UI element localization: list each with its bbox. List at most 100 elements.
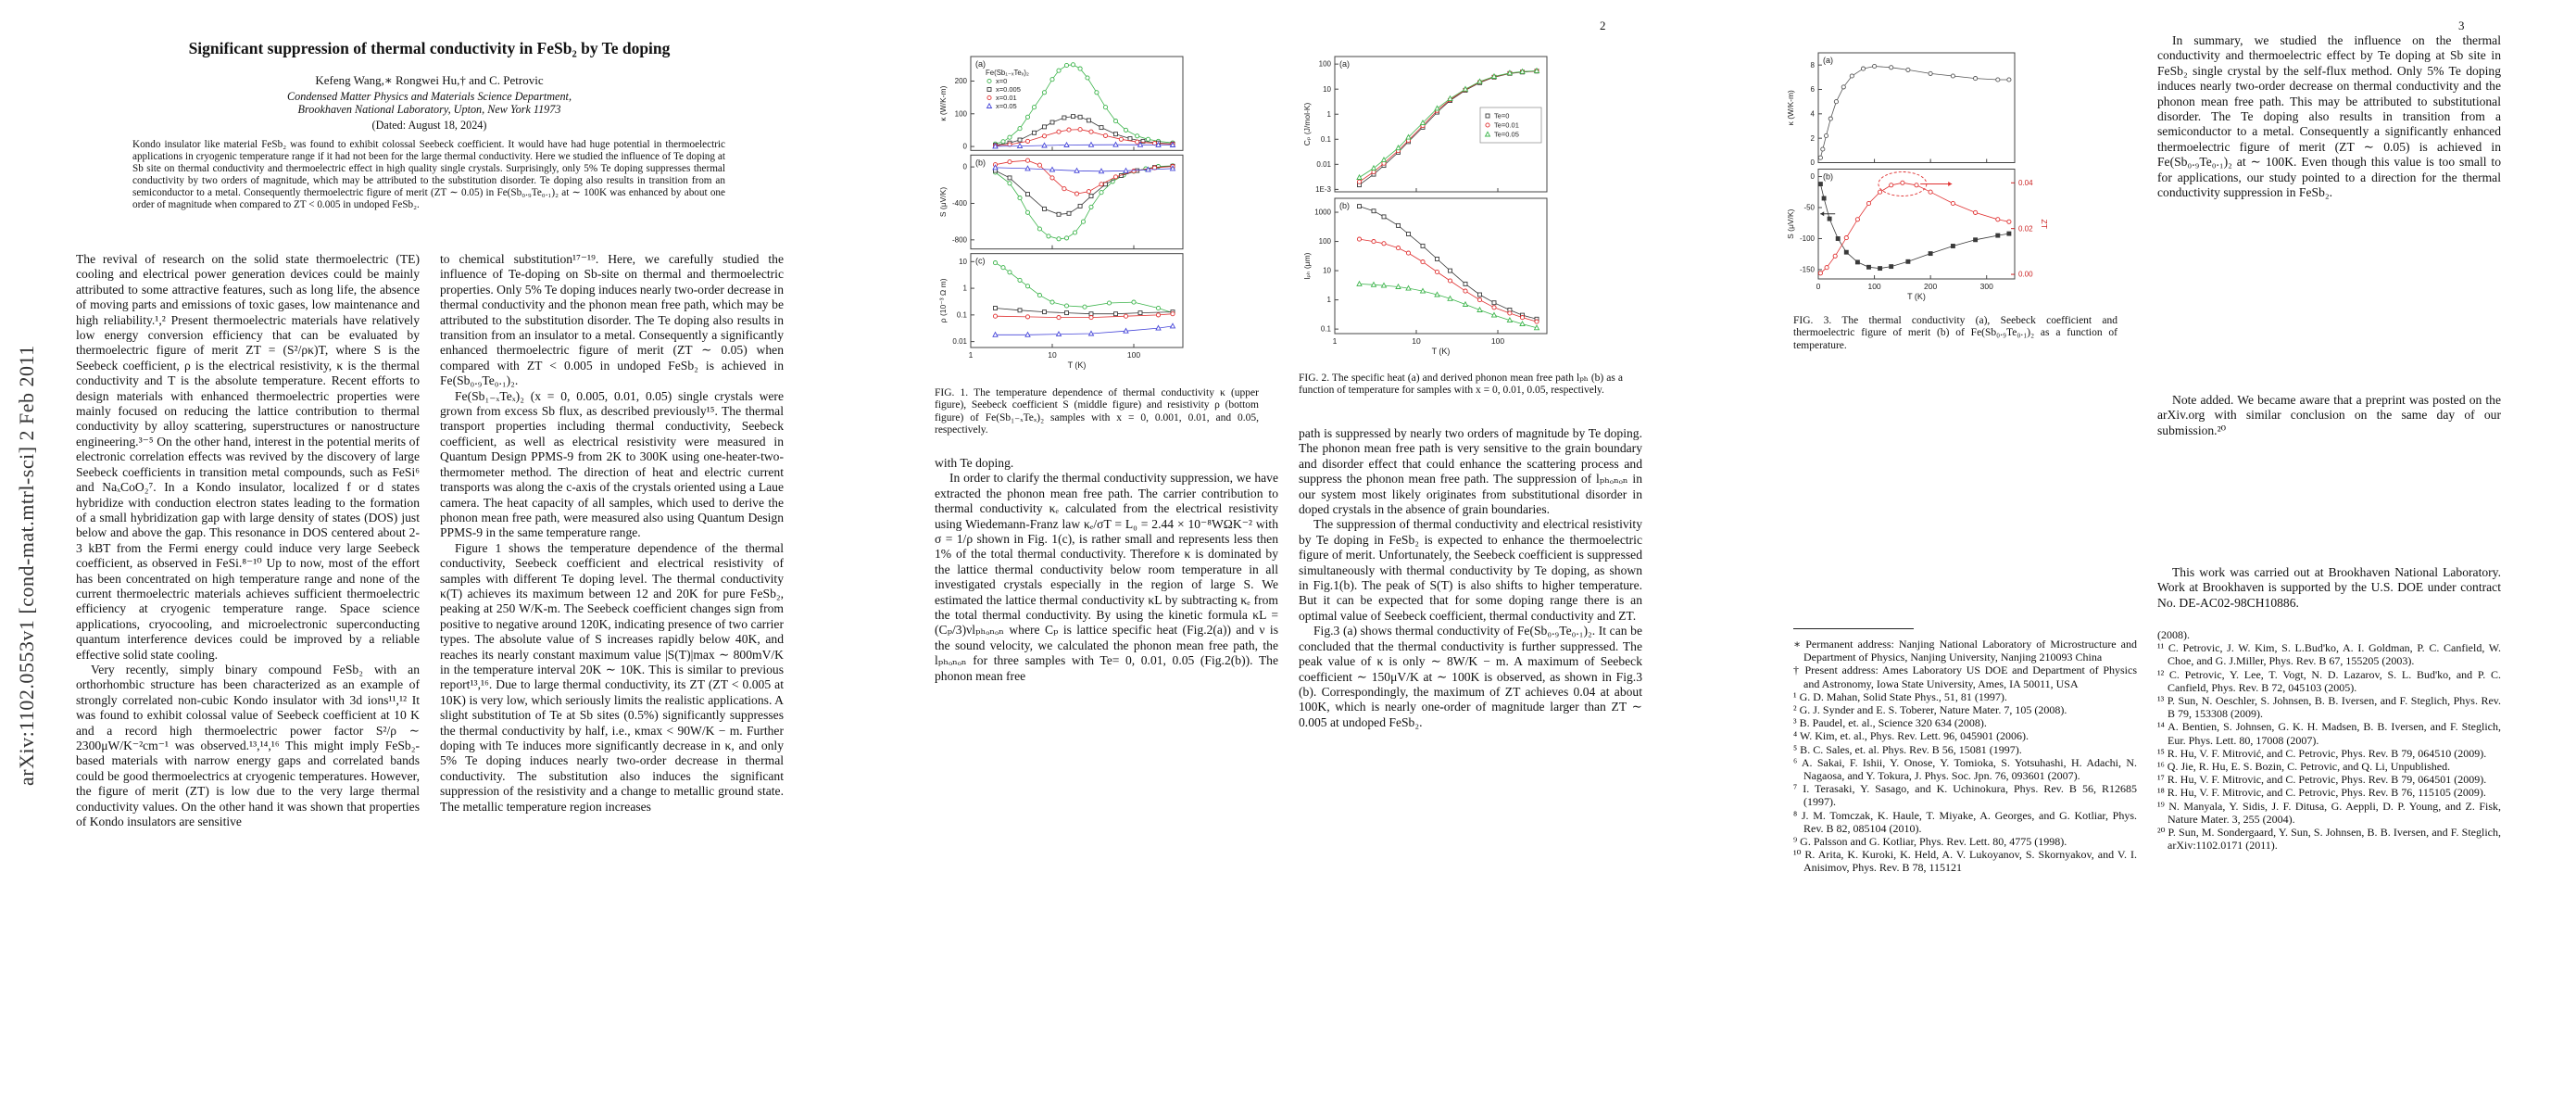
svg-text:-100: -100 — [1800, 234, 1816, 243]
abstract: Kondo insulator like material FeSb₂ was … — [132, 139, 725, 210]
figure-2-specific-heat-mean-free-path-plot: 100 10 1 0.1 0.01 1E-3 (a) Te=0 Te=0.01 Te=0.05 Cₚ… — [1292, 52, 1556, 362]
svg-text:0: 0 — [963, 163, 968, 171]
svg-text:κ (W/K-m): κ (W/K-m) — [938, 85, 948, 120]
reference-item: ¹⁴ A. Bentien, S. Johnsen, G. K. H. Mads… — [2157, 720, 2501, 747]
references-column-2: (2008). ¹¹ C. Petrovic, J. W. Kim, S. L.B… — [2157, 628, 2501, 852]
svg-text:(c): (c) — [975, 257, 986, 266]
reference-item: ³ B. Paudel, et. al., Science 320 634 (2… — [1793, 716, 1987, 730]
body-paragraph: Figure 1 shows the temperature dependenc… — [440, 540, 784, 814]
figure-1-kappa-seebeck-resistivity-plot: 200 100 0 (a) Fe(Sb₁₋ₓTeₓ)₂ x=0 x=0.005 x=0.01 x… — [928, 52, 1192, 376]
svg-text:(a): (a) — [1823, 56, 1833, 65]
svg-text:100: 100 — [955, 109, 968, 118]
svg-text:S (μV/K): S (μV/K) — [938, 187, 948, 217]
reference-item: ² G. J. Synder and E. S. Toberer, Nature… — [1793, 703, 2067, 717]
reference-item: ¹⁵ R. Hu, V. F. Mitrović, and C. Petrovi… — [2157, 746, 2487, 760]
svg-text:0.1: 0.1 — [957, 310, 968, 319]
reference-item: ¹⁷ R. Hu, V. F. Mitrovic, and C. Petrovi… — [2157, 773, 2487, 787]
note-added-paragraph: Note added. We became aware that a prepr… — [2157, 393, 2501, 437]
reference-item: ⁷ I. Terasaki, Y. Sasago, and K. Uchinok… — [1793, 782, 2137, 809]
svg-text:200: 200 — [1924, 282, 1937, 291]
reference-item: ¹² C. Petrovic, Y. Lee, T. Vogt, N. D. L… — [2157, 667, 2501, 694]
figure-1-caption: FIG. 1. The temperature dependence of th… — [935, 387, 1259, 436]
svg-text:(b): (b) — [975, 158, 986, 167]
date-line: (Dated: August 18, 2024) — [371, 119, 487, 132]
reference-item: ⁹ G. Palsson and G. Kotliar, Phys. Rev. … — [1793, 835, 2067, 849]
svg-text:10: 10 — [1323, 267, 1331, 275]
svg-text:0.1: 0.1 — [1321, 325, 1332, 334]
svg-text:-150: -150 — [1800, 266, 1816, 274]
page2-column-1: with Te doping. In order to clarify the … — [935, 456, 1278, 684]
body-paragraph: to chemical substitution¹⁷⁻¹⁹. Here, we … — [440, 252, 784, 388]
body-paragraph: path is suppressed by nearly two orders … — [1299, 426, 1642, 517]
body-paragraph: Very recently, simply binary compound Fe… — [76, 662, 420, 829]
svg-text:1000: 1000 — [1314, 208, 1331, 217]
affiliation-line-2: Brookhaven National Laboratory, Upton, N… — [297, 103, 561, 116]
svg-text:-400: -400 — [952, 199, 968, 208]
body-paragraph: In order to clarify the thermal conducti… — [935, 471, 1278, 683]
page-number: 2 — [1600, 19, 1606, 32]
svg-text:0: 0 — [1811, 172, 1816, 181]
reference-item: ⁸ J. M. Tomczak, K. Haule, T. Miyake, A.… — [1793, 808, 2137, 835]
reference-item: ¹ G. D. Mahan, Solid State Phys., 51, 81… — [1793, 689, 2007, 703]
reference-item: † Present address: Ames Laboratory US DO… — [1793, 663, 2137, 690]
svg-text:ZT: ZT — [2040, 220, 2049, 229]
authors-line: Kefeng Wang,∗ Rongwei Hu,† and C. Petrov… — [315, 73, 544, 87]
svg-text:2: 2 — [1811, 134, 1816, 143]
reference-item: ⁴ W. Kim, et. al., Phys. Rev. Lett. 96, … — [1793, 729, 2029, 743]
svg-text:10: 10 — [1323, 85, 1331, 94]
page-1: arXiv:1102.0553v1 [cond-mat.mtrl-sci] 2 … — [0, 0, 859, 1112]
reference-item: ⁶ A. Sakai, F. Ishii, Y. Onose, Y. Tomio… — [1793, 755, 2137, 783]
affiliation-line-1: Condensed Matter Physics and Materials S… — [287, 90, 572, 103]
svg-text:100: 100 — [1127, 350, 1140, 360]
svg-text:x=0.01: x=0.01 — [996, 94, 1017, 102]
svg-text:0.1: 0.1 — [1321, 135, 1332, 144]
paper-title: Significant suppression of thermal condu… — [188, 39, 671, 57]
svg-text:1E-3: 1E-3 — [1315, 185, 1331, 194]
page1-column-1: The revival of research on the solid sta… — [76, 252, 420, 829]
body-paragraph: The revival of research on the solid sta… — [76, 252, 420, 662]
footnote-rule — [1793, 628, 1914, 629]
svg-text:1: 1 — [1327, 296, 1332, 304]
svg-text:(b): (b) — [1823, 172, 1833, 182]
svg-text:10: 10 — [1412, 336, 1421, 346]
body-paragraph: Fe(Sb₁₋ₓTeₓ)₂ (x = 0, 0.005, 0.01, 0.05)… — [440, 388, 784, 540]
body-paragraph: with Te doping. — [935, 456, 1014, 470]
svg-text:4: 4 — [1811, 109, 1816, 118]
svg-text:T (K): T (K) — [1907, 292, 1926, 301]
svg-text:0.04: 0.04 — [2018, 179, 2033, 187]
page-2: 2 200 100 0 (a) Fe(Sb₁₋ₓTeₓ)₂ x=0 x=0.005 x=0.0… — [859, 0, 1717, 1112]
figure-2-caption: FIG. 2. The specific heat (a) and derive… — [1299, 373, 1623, 397]
summary-paragraph: In summary, we studied the influence on … — [2157, 33, 2501, 200]
page-3: 3 8 6 4 2 0 (a) κ (W/K-m) 0 -50 -100 -150 0.04 0.02 0… — [1717, 0, 2576, 1112]
svg-text:Cₚ (J/mol-K): Cₚ (J/mol-K) — [1302, 103, 1312, 146]
svg-text:Fe(Sb₁₋ₓTeₓ)₂: Fe(Sb₁₋ₓTeₓ)₂ — [986, 69, 1029, 77]
svg-text:Te=0: Te=0 — [1494, 112, 1509, 120]
svg-text:6: 6 — [1811, 85, 1816, 94]
svg-text:1: 1 — [1333, 336, 1338, 346]
svg-text:S (μV/K): S (μV/K) — [1786, 208, 1795, 238]
body-paragraph: The suppression of thermal conductivity … — [1299, 517, 1642, 623]
reference-item: (2008). — [2157, 628, 2190, 641]
svg-text:0.01: 0.01 — [952, 337, 967, 346]
svg-text:10: 10 — [959, 258, 967, 266]
reference-item: ⁵ B. C. Sales, et. al. Phys. Rev. B 56, … — [1793, 742, 2022, 756]
svg-text:κ (W/K-m): κ (W/K-m) — [1786, 90, 1795, 125]
svg-text:T (K): T (K) — [1068, 360, 1087, 370]
body-paragraph: Fig.3 (a) shows thermal conductivity of … — [1299, 624, 1642, 729]
svg-text:300: 300 — [1980, 282, 1993, 291]
svg-text:0.01: 0.01 — [1316, 160, 1331, 169]
reference-item: ²⁰ P. Sun, M. Sondergaard, Y. Sun, S. Jo… — [2157, 826, 2501, 853]
svg-text:Te=0.05: Te=0.05 — [1494, 131, 1519, 139]
page2-column-2: path is suppressed by nearly two orders … — [1299, 426, 1642, 730]
references-column-1: ∗ Permanent address: Nanjing National La… — [1793, 638, 2137, 875]
svg-text:T (K): T (K) — [1432, 347, 1451, 356]
svg-text:x=0: x=0 — [996, 77, 1007, 85]
svg-text:0: 0 — [963, 143, 968, 151]
svg-text:0: 0 — [1816, 282, 1821, 291]
svg-text:(a): (a) — [1339, 59, 1350, 69]
svg-text:-50: -50 — [1803, 204, 1815, 212]
page-number: 3 — [2458, 19, 2465, 32]
reference-item: ¹⁹ N. Manyala, Y. Sidis, J. F. Ditusa, G… — [2157, 799, 2501, 826]
svg-text:lₚₕ (μm): lₚₕ (μm) — [1302, 252, 1312, 279]
arxiv-sidebar-label: arXiv:1102.0553v1 [cond-mat.mtrl-sci] 2 … — [15, 345, 38, 786]
